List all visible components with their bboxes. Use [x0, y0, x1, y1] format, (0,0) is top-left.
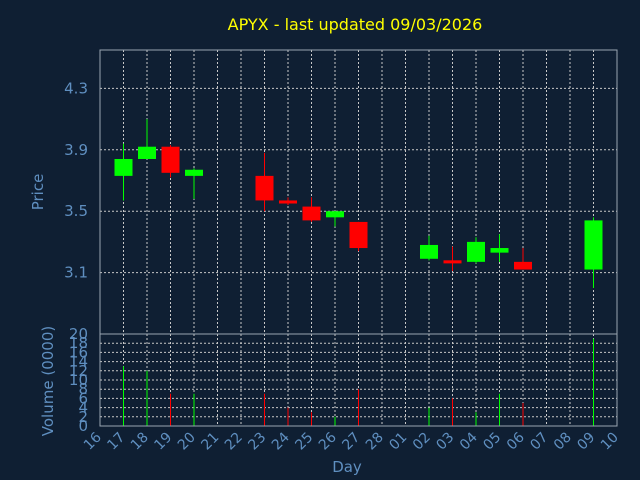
volume-tick-label: 20 — [69, 325, 88, 343]
candle-body — [514, 261, 532, 270]
day-tick-labels: 16 17 18 19 20 21 22 23 24 25 26 27 28 01 02 03 04 05 06 07… — [81, 429, 622, 453]
candle-body — [326, 211, 344, 218]
volume-tick-label: 18 — [69, 334, 88, 352]
price-tick-label: 4.3 — [64, 79, 88, 97]
candle-body — [420, 244, 438, 259]
candle-body — [185, 169, 203, 176]
chart-title: APYX - last updated 09/03/2026 — [228, 15, 483, 34]
candle-body — [138, 146, 156, 159]
volume-tick-label: 14 — [69, 353, 88, 371]
candle-body — [161, 146, 180, 173]
volume-plot-frame — [99, 333, 618, 427]
volume-tick-label: 2 — [78, 408, 88, 426]
day-axis-title: Day — [332, 458, 362, 476]
candle-body — [279, 200, 297, 204]
price-tick-label: 3.9 — [64, 141, 88, 159]
price-tick-labels: 3.1 3.5 3.9 4.3 — [64, 79, 88, 281]
candle-body — [443, 260, 462, 264]
candle-body — [349, 221, 368, 249]
volume-axis-title: Volume (0000) — [39, 326, 57, 436]
candle-body — [114, 158, 133, 176]
volume-tick-label: 12 — [69, 362, 88, 380]
candle-body — [490, 248, 509, 253]
volume-series — [123, 338, 594, 426]
volume-tick-label: 16 — [69, 343, 88, 361]
candle-body — [302, 206, 321, 221]
candle-body — [255, 175, 274, 201]
volume-tick-label: 6 — [78, 389, 88, 407]
price-tick-label: 3.5 — [64, 202, 88, 220]
volume-tick-label: 0 — [78, 417, 88, 435]
price-axis-title: Price — [29, 174, 47, 211]
volume-tick-label: 8 — [78, 380, 88, 398]
candle-body — [467, 241, 485, 262]
candle-body — [584, 220, 603, 270]
volume-tick-label: 10 — [69, 371, 88, 389]
price-tick-label: 3.1 — [64, 264, 88, 282]
volume-tick-label: 4 — [78, 399, 88, 417]
candlestick-series — [114, 119, 603, 288]
